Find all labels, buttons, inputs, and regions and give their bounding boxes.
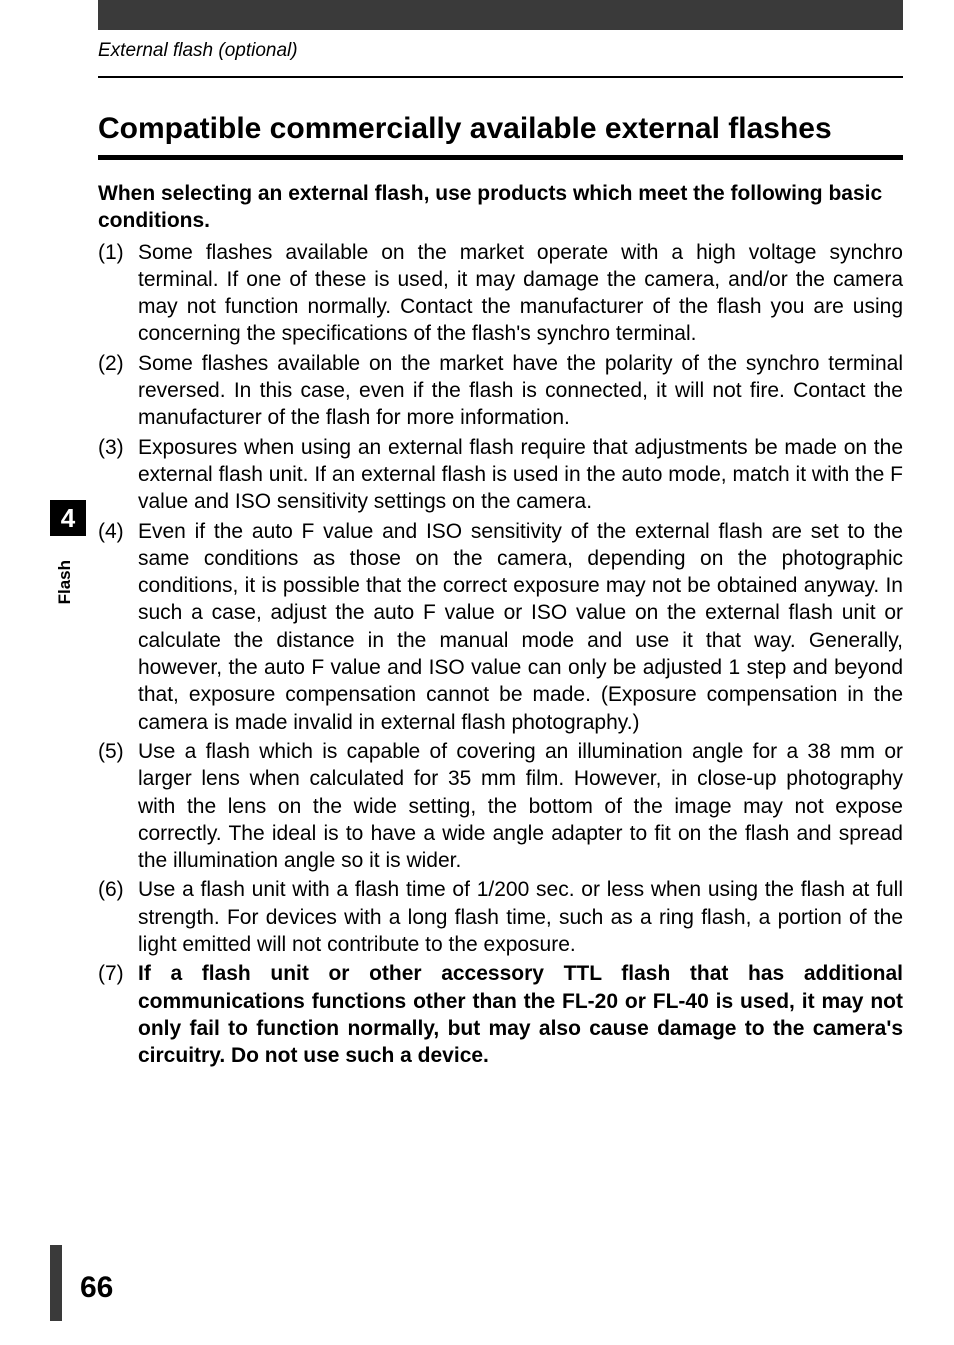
list-item: (1) Some flashes available on the market…: [98, 239, 903, 348]
item-number: (2): [98, 350, 138, 432]
header-section-label: External flash (optional): [98, 40, 298, 62]
page-number-bar: [50, 1245, 62, 1321]
page-number: 66: [80, 1271, 113, 1305]
chapter-number-tab: 4: [50, 500, 86, 536]
header-underline: [98, 76, 903, 78]
item-text: Exposures when using an external flash r…: [138, 434, 903, 516]
item-number: (1): [98, 239, 138, 348]
item-number: (4): [98, 518, 138, 736]
content-block: When selecting an external flash, use pr…: [98, 180, 903, 1072]
item-bold-text: If a flash unit or other accessory TTL f…: [138, 962, 903, 1067]
item-text: Use a flash unit with a flash time of 1/…: [138, 876, 903, 958]
intro-text: When selecting an external flash, use pr…: [98, 180, 903, 235]
item-text: Some flashes available on the market hav…: [138, 350, 903, 432]
item-text: Some flashes available on the market ope…: [138, 239, 903, 348]
list-item: (2) Some flashes available on the market…: [98, 350, 903, 432]
item-text: If a flash unit or other accessory TTL f…: [138, 960, 903, 1069]
item-number: (6): [98, 876, 138, 958]
item-number: (5): [98, 738, 138, 874]
item-number: (7): [98, 960, 138, 1069]
header-bar: [98, 0, 903, 30]
page-title: Compatible commercially available extern…: [98, 112, 832, 146]
list-item: (7) If a flash unit or other accessory T…: [98, 960, 903, 1069]
list-item: (5) Use a flash which is capable of cove…: [98, 738, 903, 874]
list-item: (3) Exposures when using an external fla…: [98, 434, 903, 516]
item-text: Even if the auto F value and ISO sensiti…: [138, 518, 903, 736]
item-text: Use a flash which is capable of covering…: [138, 738, 903, 874]
item-number: (3): [98, 434, 138, 516]
chapter-label: Flash: [55, 560, 75, 604]
heading-underline: [98, 155, 903, 160]
list-item: (6) Use a flash unit with a flash time o…: [98, 876, 903, 958]
list-item: (4) Even if the auto F value and ISO sen…: [98, 518, 903, 736]
